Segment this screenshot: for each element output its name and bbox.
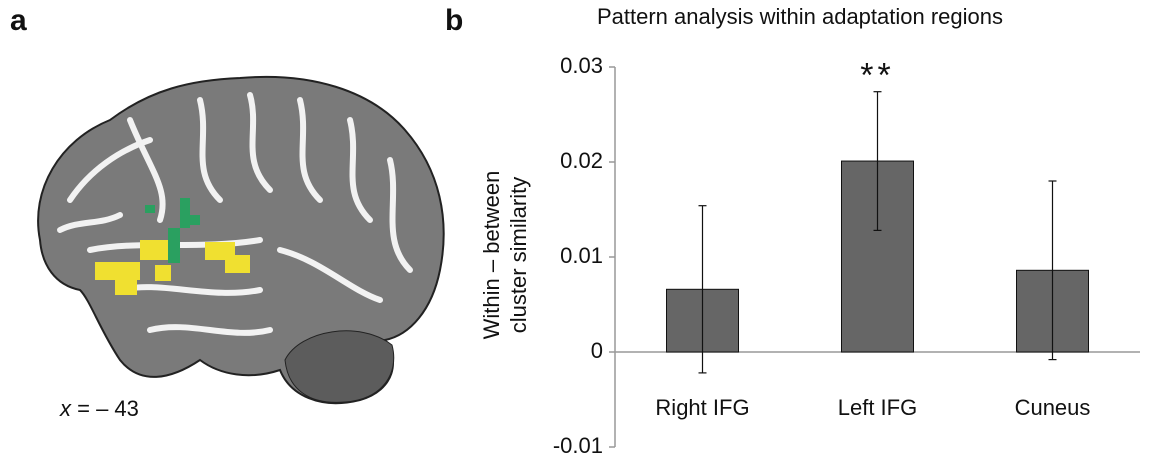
y-tick-label: 0 <box>591 338 603 363</box>
y-axis-label: Within – between <box>479 171 504 340</box>
slice-value: = – 43 <box>77 396 139 421</box>
y-tick-label: 0.03 <box>560 53 603 78</box>
significance-label: ** <box>860 57 894 95</box>
panel-label: a <box>10 4 27 37</box>
y-tick-label: -0.01 <box>553 433 603 458</box>
chart-title: Pattern analysis within adaptation regio… <box>597 4 1003 29</box>
slice-label: x = – 43 <box>59 396 139 421</box>
brain-image <box>38 77 444 403</box>
y-tick-label: 0.02 <box>560 148 603 173</box>
x-tick-label: Cuneus <box>1015 395 1091 420</box>
x-tick-label: Right IFG <box>655 395 749 420</box>
panel-label: b <box>445 4 463 37</box>
slice-variable: x <box>59 396 72 421</box>
x-tick-label: Left IFG <box>838 395 917 420</box>
y-axis-label: cluster similarity <box>506 177 531 333</box>
figure: a b x = – 43 Pattern analysis within ada… <box>0 0 1149 466</box>
y-tick-label: 0.01 <box>560 243 603 268</box>
